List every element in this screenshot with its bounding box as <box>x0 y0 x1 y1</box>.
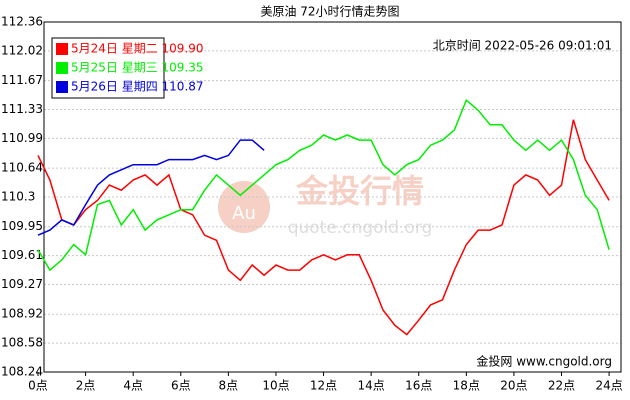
x-tick-label: 10点 <box>262 379 289 393</box>
y-tick-label: 112.02 <box>1 43 43 57</box>
legend-label: 5月25日 星期三 109.35 <box>71 61 204 75</box>
y-tick-label: 112.36 <box>1 15 43 29</box>
x-tick-label: 14点 <box>358 379 385 393</box>
y-tick-label: 108.58 <box>1 336 43 350</box>
x-tick-label: 20点 <box>500 379 527 393</box>
legend-swatch <box>56 81 68 93</box>
series-line <box>37 139 265 236</box>
plot-border <box>43 21 622 373</box>
legend-label: 5月26日 星期四 110.87 <box>71 80 204 94</box>
x-tick-label: 8点 <box>219 379 239 393</box>
x-tick-label: 18点 <box>453 379 480 393</box>
y-tick-label: 110.64 <box>1 161 43 175</box>
y-tick-label: 109.27 <box>1 277 43 291</box>
legend-swatch <box>56 43 68 55</box>
legend-swatch <box>56 62 68 74</box>
x-tick-label: 4点 <box>123 379 143 393</box>
y-tick-label: 111.67 <box>1 73 43 87</box>
timestamp: 北京时间 2022-05-26 09:01:01 <box>433 39 612 53</box>
series-line <box>37 98 610 272</box>
x-tick-label: 12点 <box>310 379 337 393</box>
legend: 5月24日 星期二 109.90 5月25日 星期三 109.35 5月26日 星期… <box>51 37 204 99</box>
watermark-badge <box>218 181 270 233</box>
watermark-badge-text: Au <box>232 203 256 224</box>
y-tick-label: 108.24 <box>1 365 43 379</box>
y-tick-label: 111.33 <box>1 102 43 116</box>
x-tick-label: 2点 <box>76 379 96 393</box>
y-tick-label: 109.61 <box>1 248 43 262</box>
watermark-name: 金投行情 <box>295 172 424 210</box>
watermark: Au 金投行情 quote.cngold.org <box>218 172 432 238</box>
x-tick-label: 6点 <box>171 379 191 393</box>
y-tick-label: 110.99 <box>1 131 43 145</box>
series-line <box>37 119 610 336</box>
chart-title: 美原油 72小时行情走势图 <box>260 5 399 19</box>
x-tick-label: 0点 <box>28 379 48 393</box>
footer: 金投网 www.cngold.org <box>476 354 612 369</box>
x-tick-label: 22点 <box>548 379 575 393</box>
x-tick-label: 16点 <box>405 379 432 393</box>
y-tick-label: 110.3 <box>1 190 35 204</box>
x-tick-label: 24点 <box>595 379 622 393</box>
y-tick-label: 109.95 <box>1 219 43 233</box>
legend-box <box>51 37 165 99</box>
y-tick-label: 108.92 <box>1 307 43 321</box>
watermark-url: quote.cngold.org <box>288 218 433 238</box>
legend-label: 5月24日 星期二 109.90 <box>71 42 204 56</box>
